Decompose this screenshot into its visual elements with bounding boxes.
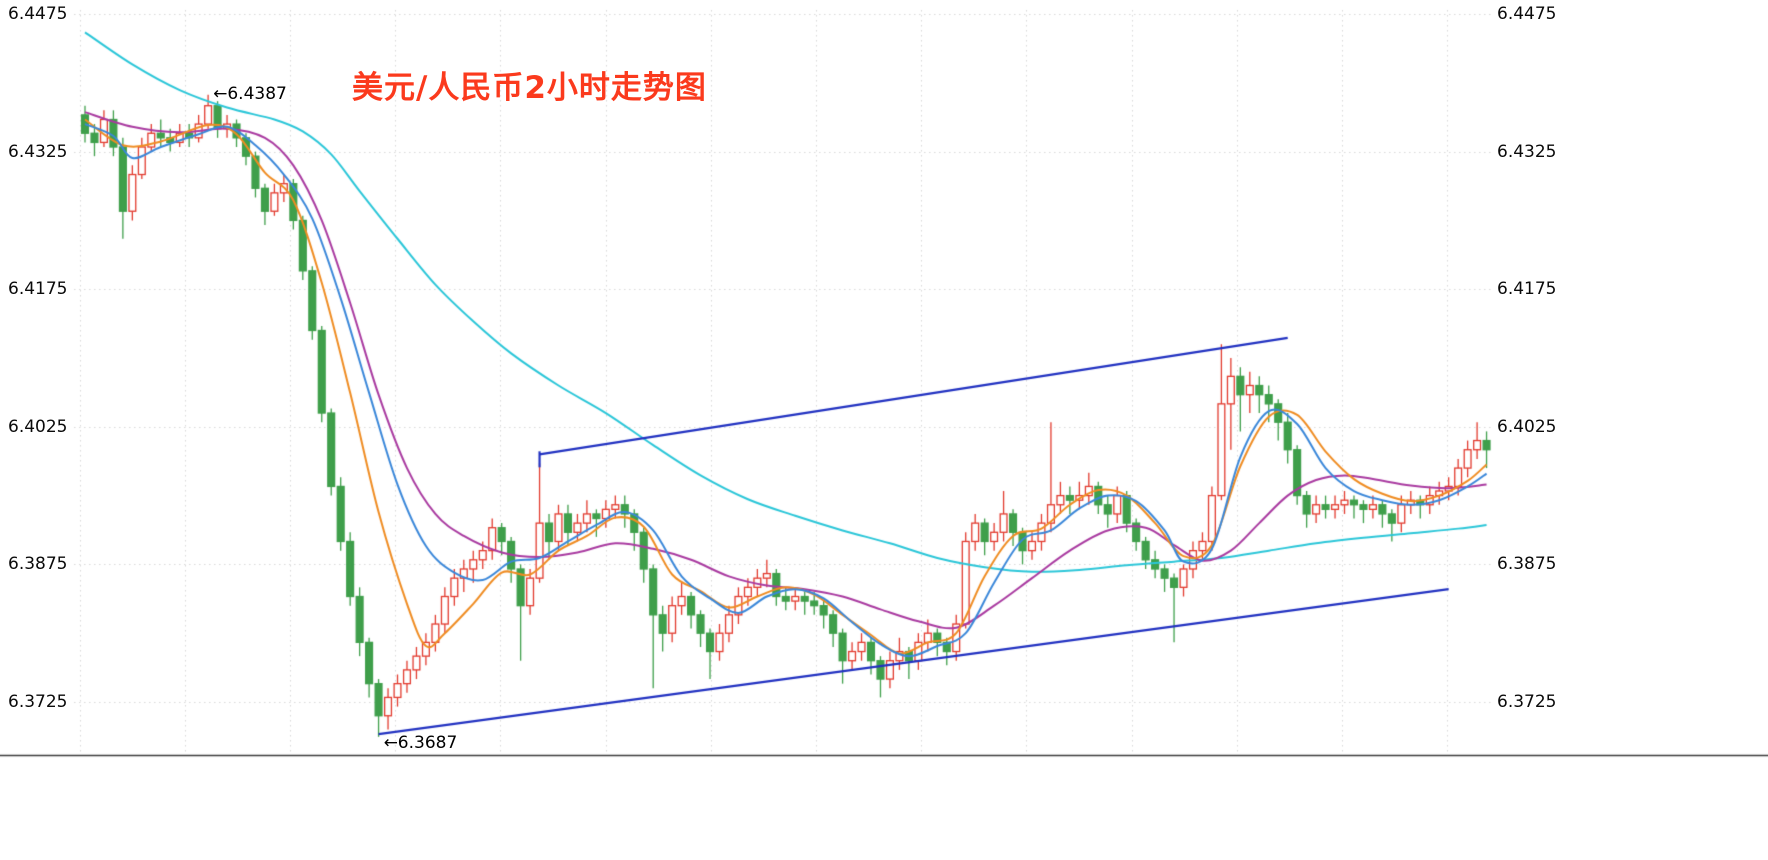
y-axis-label: 6.4475	[1497, 4, 1557, 24]
chart-title: 美元/人民币2小时走势图	[352, 70, 707, 106]
y-axis-label: 6.3725	[8, 692, 68, 712]
y-axis-label: 6.4175	[8, 279, 68, 300]
y-axis-label: 6.4025	[8, 416, 68, 437]
low-price-annotation: ←6.3687	[383, 732, 458, 753]
high-price-annotation: ←6.4387	[213, 83, 287, 104]
y-axis-label: 6.4175	[1497, 279, 1557, 300]
y-axis-label: 6.4325	[8, 141, 68, 162]
y-axis-label: 6.3725	[1497, 692, 1557, 712]
y-axis-label: 6.4025	[1497, 416, 1557, 437]
y-axis-label: 6.4325	[1497, 141, 1557, 162]
y-axis-label: 6.3875	[8, 554, 68, 575]
y-axis-label: 6.3875	[1497, 554, 1557, 575]
y-axis-label: 6.4475	[8, 4, 68, 24]
